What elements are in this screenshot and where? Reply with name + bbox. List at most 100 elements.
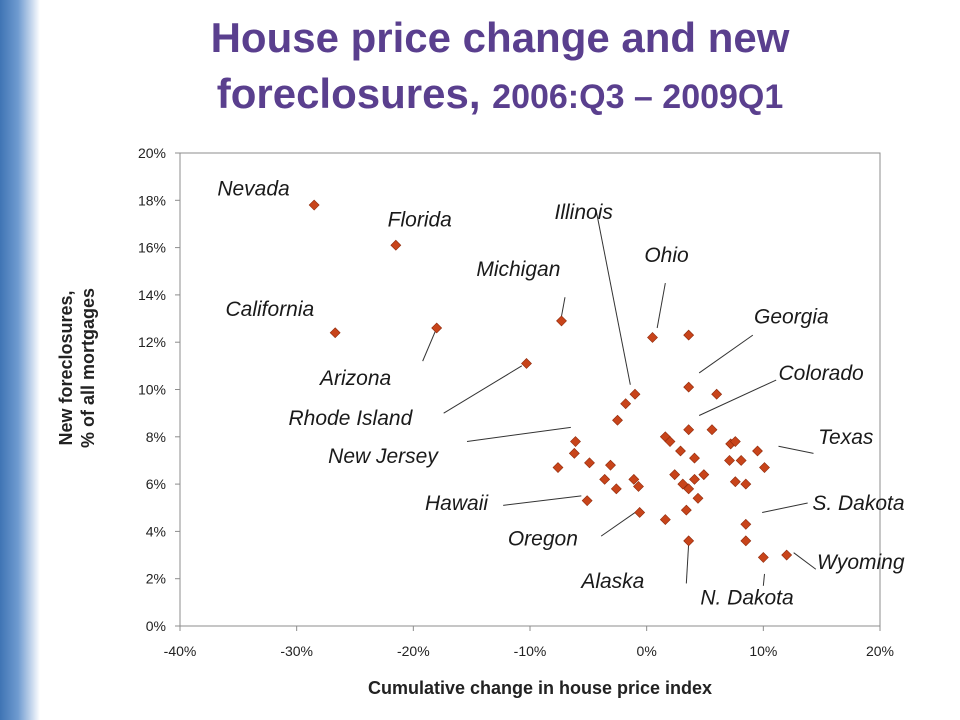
leader-line	[762, 573, 765, 586]
data-point-marker	[628, 473, 640, 485]
data-point-marker	[735, 455, 747, 466]
data-point-marker	[740, 518, 752, 530]
state-label: California	[226, 298, 315, 321]
data-point-marker	[683, 329, 695, 341]
data-point-marker	[752, 445, 763, 457]
x-tick-label: -40%	[164, 643, 197, 659]
state-label: Illinois	[555, 201, 614, 224]
data-point-marker	[659, 514, 671, 525]
state-label: Michigan	[476, 258, 560, 281]
data-point-marker	[689, 452, 700, 464]
data-point-marker	[568, 447, 580, 459]
x-axis-title: Cumulative change in house price index	[368, 678, 712, 698]
state-label: Georgia	[754, 305, 829, 328]
y-tick-label: 2%	[146, 571, 166, 587]
y-tick-label: 12%	[138, 334, 166, 350]
slide-title: House price change and new foreclosures,…	[60, 10, 940, 132]
data-point-marker	[664, 436, 676, 447]
data-point-marker	[729, 476, 741, 488]
data-point-marker	[711, 388, 723, 400]
leader-line	[466, 426, 571, 443]
data-point-marker	[781, 549, 793, 561]
data-point-marker	[610, 483, 622, 495]
data-point-marker	[675, 445, 686, 457]
leader-line	[656, 282, 666, 329]
state-label: Colorado	[779, 362, 865, 385]
state-label: Florida	[388, 208, 452, 231]
y-tick-label: 4%	[146, 523, 166, 539]
y-tick-label: 16%	[138, 240, 166, 256]
title-line-2-main: foreclosures,	[216, 70, 493, 117]
leader-line	[503, 495, 582, 506]
state-label: Alaska	[579, 570, 644, 593]
leader-line	[561, 297, 566, 317]
title-line-1: House price change and new	[210, 14, 790, 61]
y-axis-ticks: 0% 2% 4% 6% 8% 10% 12% 14% 16% 18% 20%	[138, 145, 180, 634]
state-label: Rhode Island	[289, 407, 414, 430]
y-axis-title-line-1: New foreclosures,	[56, 290, 76, 445]
data-point-marker	[308, 199, 320, 211]
data-point-marker	[605, 459, 616, 471]
data-point-marker	[552, 462, 564, 473]
state-label: Nevada	[217, 178, 289, 201]
data-point-marker	[599, 473, 611, 485]
data-point-marker	[329, 327, 341, 339]
x-tick-label: 10%	[749, 643, 777, 659]
leader-line	[698, 334, 754, 374]
data-point-marker	[706, 424, 718, 436]
state-label: Oregon	[508, 528, 578, 551]
leader-line	[443, 365, 523, 414]
leader-line	[778, 445, 814, 454]
state-label: N. Dakota	[700, 587, 793, 610]
state-label: Ohio	[644, 244, 689, 267]
data-point-marker	[669, 469, 681, 481]
state-label: Arizona	[318, 367, 391, 390]
state-label: Texas	[818, 426, 874, 449]
data-point-marker	[570, 436, 581, 447]
data-point-marker	[521, 358, 532, 369]
data-point-marker	[683, 535, 695, 547]
x-tick-label: 0%	[637, 643, 657, 659]
data-point-marker	[740, 478, 752, 490]
data-points	[308, 199, 793, 563]
data-point-marker	[757, 551, 769, 563]
data-point-marker	[698, 469, 710, 481]
x-axis-ticks: -40% -30% -20% -10% 0% 10% 20%	[164, 626, 894, 659]
y-tick-label: 8%	[146, 429, 166, 445]
x-tick-label: -20%	[397, 643, 430, 659]
data-point-marker	[724, 455, 735, 466]
data-point-marker	[581, 495, 593, 507]
y-tick-label: 6%	[146, 476, 166, 492]
side-gradient-band	[0, 0, 40, 720]
y-tick-label: 18%	[138, 192, 166, 208]
state-label: S. Dakota	[812, 492, 904, 515]
data-point-marker	[692, 492, 704, 504]
y-tick-label: 14%	[138, 287, 166, 303]
state-label: Wyoming	[817, 551, 905, 574]
x-tick-label: -10%	[514, 643, 547, 659]
data-point-marker	[556, 315, 567, 327]
data-point-marker	[683, 381, 695, 393]
y-tick-label: 10%	[138, 382, 166, 398]
data-point-marker	[634, 507, 646, 518]
data-point-marker	[680, 504, 692, 516]
state-annotations: Nevada Florida Illinois Ohio Michigan Califor…	[217, 178, 905, 610]
title-line-2: foreclosures, 2006:Q3 – 2009Q1	[217, 70, 784, 117]
leader-line	[685, 543, 690, 584]
leader-line	[422, 327, 438, 362]
leader-line	[762, 502, 808, 513]
leader-line	[600, 509, 639, 537]
state-label: New Jersey	[328, 445, 439, 468]
data-point-marker	[629, 388, 641, 400]
leader-line	[698, 379, 777, 416]
y-tick-label: 0%	[146, 618, 166, 634]
y-tick-label: 20%	[138, 145, 166, 161]
data-point-marker	[612, 414, 623, 426]
data-point-marker	[759, 462, 770, 473]
data-point-marker	[633, 481, 644, 492]
data-point-marker	[677, 478, 689, 490]
leader-line	[596, 212, 631, 385]
data-point-marker	[729, 436, 741, 447]
x-tick-label: 20%	[866, 643, 894, 659]
